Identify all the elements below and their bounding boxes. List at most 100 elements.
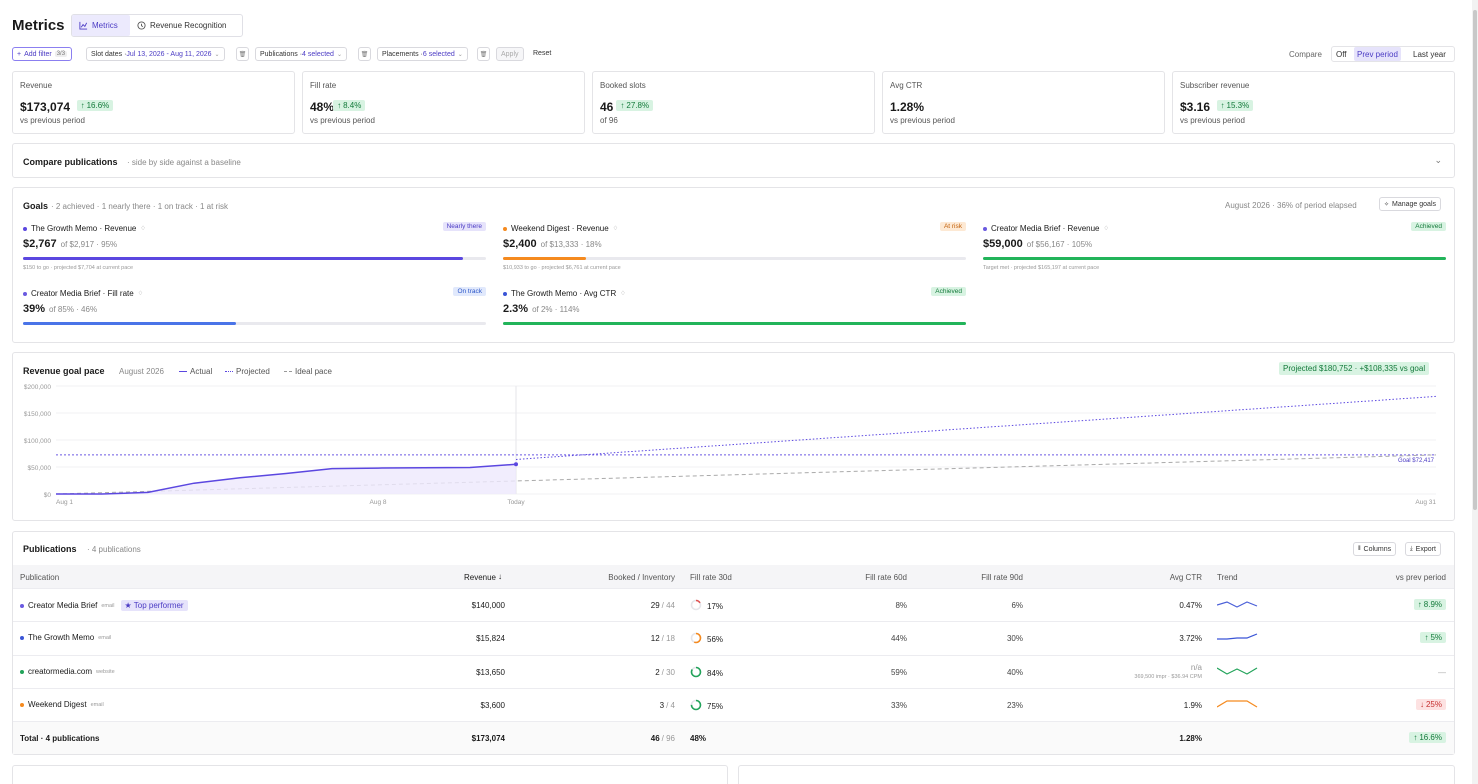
kpi-delta-value: 27.8% [626,101,650,110]
publication-type: email [101,602,115,609]
arrow-up-icon: ↑ [1220,101,1225,110]
column-header: Fill rate 30d [690,573,732,582]
publication-cell: The Growth Memo email [20,633,111,642]
avg-ctr-cell: 1.9% [1183,701,1202,710]
tab-revenue-recognition[interactable]: Revenue Recognition [137,15,227,36]
columns-button[interactable]: ⫴ Columns [1353,542,1397,556]
export-button[interactable]: ⤓ Export [1405,542,1441,556]
goal-value: $59,000 [983,238,1023,250]
compare-publications-panel[interactable]: Compare publications · side by side agai… [12,143,1455,178]
kpi-delta-value: 15.3% [1226,101,1250,110]
kpi-delta-badge: ↑ 27.8% [616,100,654,111]
columns-label: Columns [1363,545,1392,553]
column-header: Fill rate 60d [865,573,907,582]
bell-icon[interactable]: ♢ [1103,226,1109,232]
vs-prev-value: 5% [1430,633,1442,642]
column-header: Trend [1217,573,1238,582]
kpi-delta-badge: ↑ 16.6% [76,100,114,111]
goal-progress-track [23,322,486,325]
fill-rate-30d-value: 17% [707,601,724,611]
placements-filter[interactable]: Placements · 6 selected ⌄ [377,47,468,61]
compare-prev-period-option[interactable]: Prev period [1354,47,1401,61]
goals-panel: Goals · 2 achieved · 1 nearly there · 1 … [12,187,1455,343]
total-avg-ctr: 1.28% [1179,734,1202,743]
goal-dot [503,226,507,231]
apply-button[interactable]: Apply [496,47,524,61]
publication-name[interactable]: Weekend Digest [28,700,87,709]
revenue-cell: $3,600 [480,701,505,710]
goal-progress-fill [23,322,236,325]
publications-filter[interactable]: Publications · 4 selected ⌄ [255,47,347,61]
kpi-card: Subscriber revenue $3.16 ↑ 15.3% vs previous… [1172,71,1455,134]
vs-prev-value: 25% [1425,700,1442,709]
kpi-value: 48% [310,100,335,114]
goal-progress-track [983,257,1446,260]
publication-name[interactable]: Creator Media Brief [28,601,98,610]
row-divider [13,588,1454,589]
add-filter-button[interactable]: + Add filter 3/3 [12,47,73,61]
publication-cell: Weekend Digest email [20,700,104,709]
goal-value-row: $2,767 of $2,917 · 95% [23,238,117,250]
vs-prev-badge: ↓ 25% [1415,699,1446,710]
publications-title: Publications [23,544,77,554]
chevron-down-icon: ⌄ [214,51,220,58]
column-header[interactable]: Revenue [463,573,496,582]
fill-ring-icon [690,699,702,713]
chart-line-icon [79,21,88,30]
remove-placements-button[interactable]: 🗑 [477,47,490,61]
column-header: vs prev period [1395,573,1446,582]
avg-ctr-cell: 0.47% [1179,601,1202,610]
legend-actual-swatch [179,371,187,372]
vs-prev-value: 8.9% [1423,600,1442,609]
legend-projected: Projected [225,367,270,376]
publications-filter-value: 4 selected [302,50,334,58]
goal-progress-fill [503,322,966,325]
scrollbar-thumb[interactable] [1473,10,1477,510]
arrow-down-icon: ↓ [1419,700,1424,709]
legend-ideal-swatch [284,371,292,372]
slot-dates-filter[interactable]: Slot dates · Jul 13, 2026 - Aug 11, 2026… [86,47,225,61]
manage-goals-button[interactable]: ✧ Manage goals [1379,197,1442,211]
goal-dot [503,291,507,296]
compare-last-year-option[interactable]: Last year [1413,50,1446,59]
booked-cell: 2/ 30 [655,668,675,677]
goal-value: 2.3% [503,303,529,315]
goal-item: The Growth Memo · Revenue ♢ Nearly there $2… [23,222,486,282]
goal-name: The Growth Memo · Revenue [31,224,137,233]
kpi-delta-badge: ↑ 15.3% [1216,100,1254,111]
publication-name[interactable]: The Growth Memo [28,633,95,642]
chevron-down-icon[interactable]: ⌄ [1434,155,1442,165]
publication-cell: creatormedia.com website [20,667,115,676]
booked-value: 29 [650,601,660,610]
compare-off-option[interactable]: Off [1336,50,1347,59]
bell-icon[interactable]: ♢ [140,226,146,232]
goal-progress-fill [23,257,463,260]
bell-icon[interactable]: ♢ [137,291,144,297]
bell-icon[interactable]: ♢ [620,291,626,297]
bell-icon[interactable]: ♢ [612,226,619,232]
kpi-sub: vs previous period [20,116,85,125]
publication-name[interactable]: creatormedia.com [28,667,93,676]
fill-ring-icon [690,632,702,646]
fill-rate-60d-cell: 8% [895,601,907,610]
goal-dot [23,226,27,231]
avg-ctr-cell: n/a [1190,663,1202,672]
goal-progress-track [503,257,966,260]
trash-icon: 🗑 [360,51,369,58]
remove-publications-button[interactable]: 🗑 [358,47,371,61]
sort-desc-icon[interactable]: ↓ [498,572,502,581]
goal-line-label: Goal $72,417 [1398,458,1435,464]
reset-button[interactable]: Reset [533,50,552,57]
total-vs-prev-badge: ↑ 16.6% [1409,732,1446,743]
goal-status-badge: At risk [939,222,966,231]
vs-prev-cell: — [1438,668,1446,677]
total-inventory-value: / 96 [661,734,675,743]
fill-rate-30d-value: 75% [707,701,724,711]
goal-status-badge: On track [453,287,486,296]
total-revenue: $173,074 [471,734,505,743]
trash-icon: 🗑 [479,51,488,58]
remove-slot-dates-button[interactable]: 🗑 [236,47,249,61]
goal-name: Weekend Digest · Revenue [511,224,609,233]
tab-metrics[interactable]: Metrics [72,15,130,36]
y-tick-label: $200,000 [24,384,51,391]
